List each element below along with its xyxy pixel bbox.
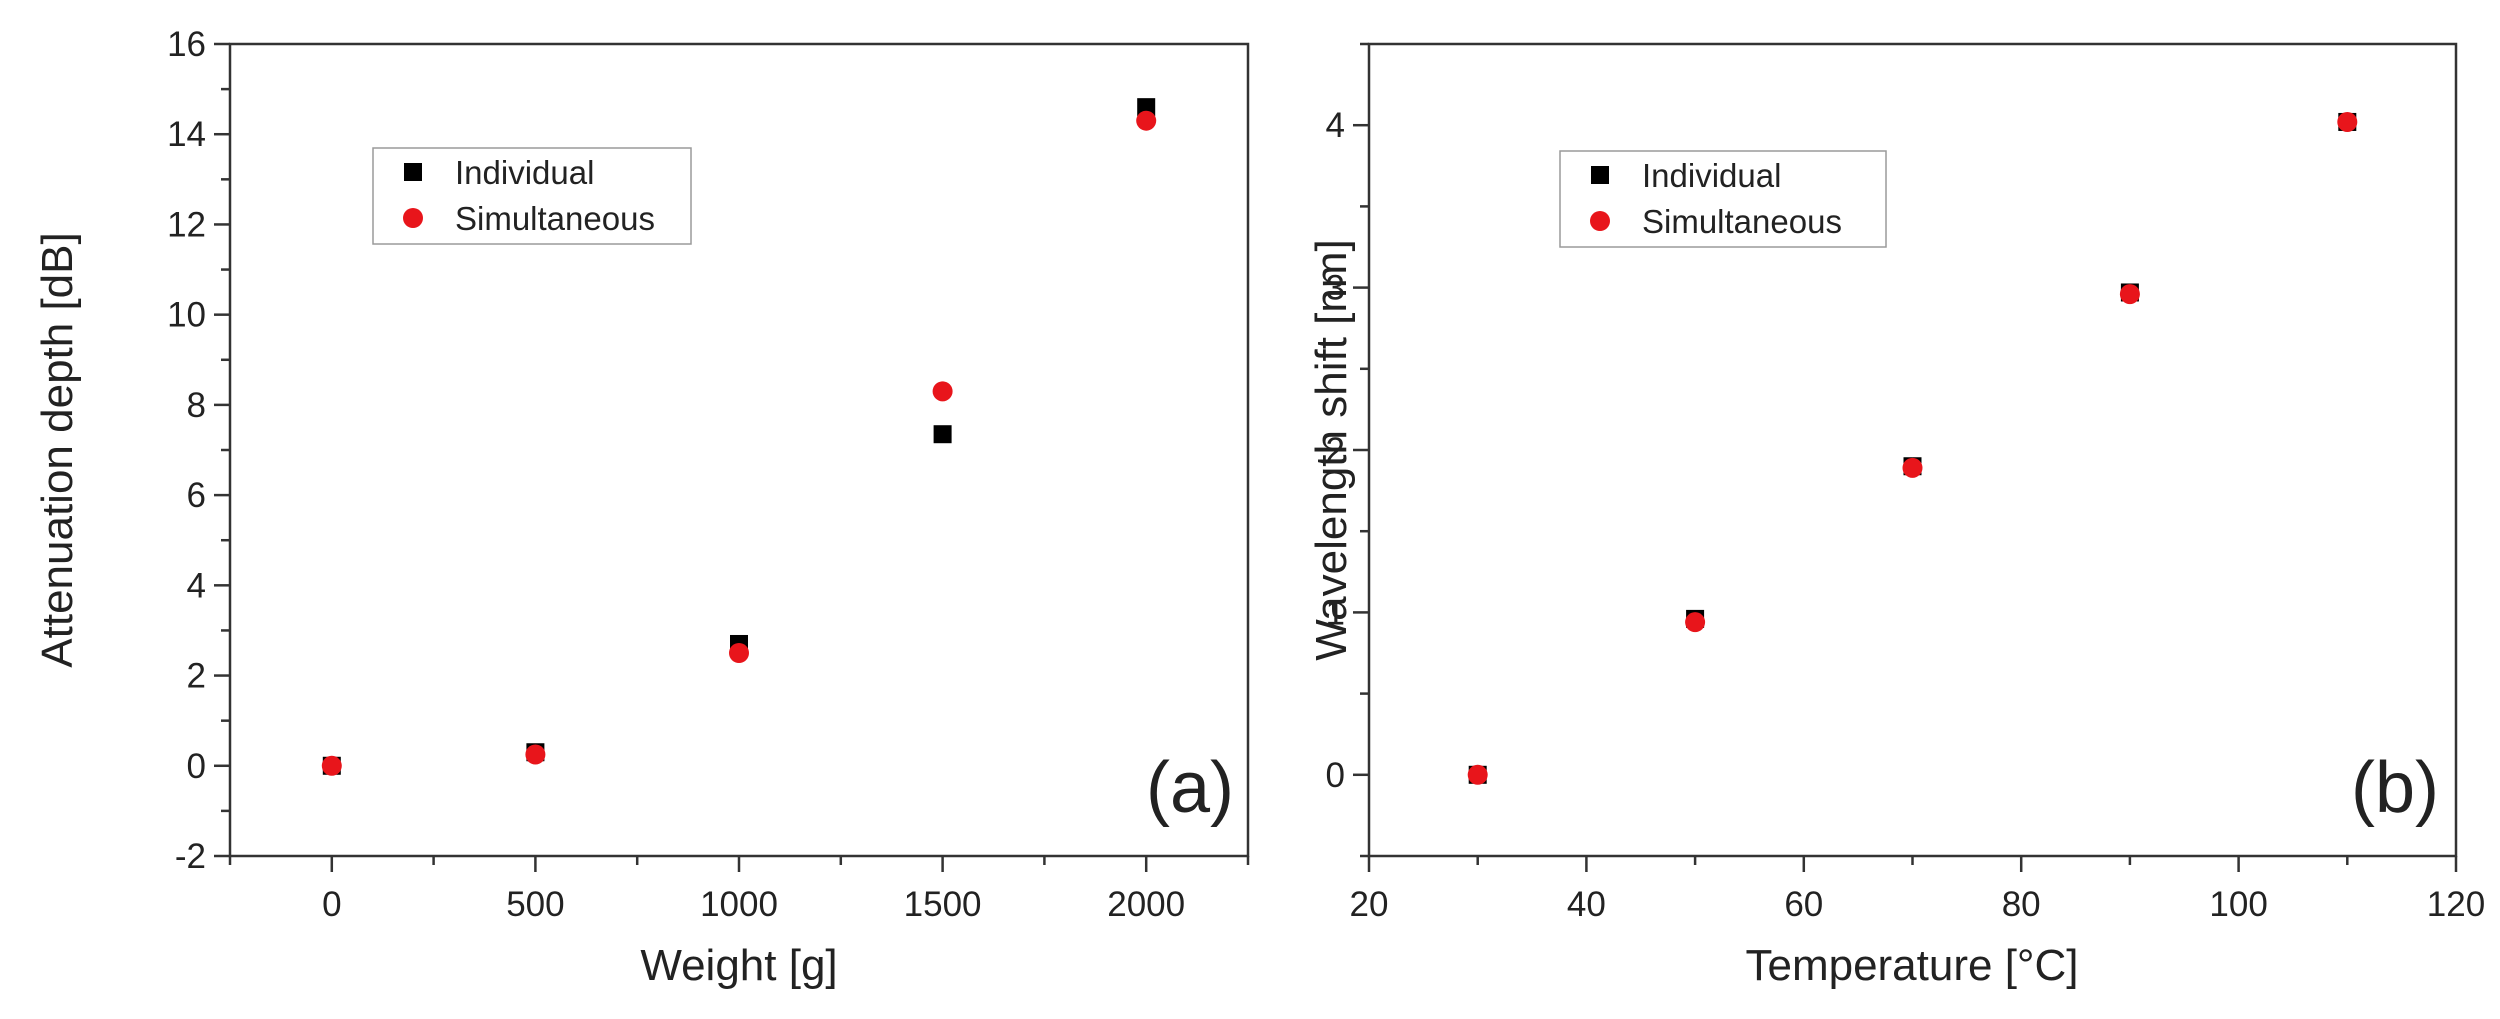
x-tick-label: 500 [506,885,564,924]
x-tick-label: 100 [2209,885,2267,924]
data-point-circle [932,381,953,402]
data-point-circle [2119,284,2140,305]
panel-label: (b) [2351,748,2439,828]
plot-frame [1367,42,2458,858]
legend-marker-square [1591,166,1609,184]
legend-label: Simultaneous [1642,203,1842,240]
data-point-square [1137,98,1156,117]
legend-marker-square [404,163,422,181]
y-axis-title: Attenuation depth [dB] [33,232,82,667]
panel-label: (a) [1146,748,1234,828]
x-axis-title: Temperature [°C] [1745,941,2078,990]
y-tick-label: 16 [167,25,206,64]
y-tick-label: 14 [167,115,206,154]
data-point-circle [1902,457,1923,478]
data-point-circle [1467,764,1488,785]
y-tick-label: 0 [1326,756,1345,795]
x-tick-label: 1000 [700,885,778,924]
legend-marker-circle [403,208,423,228]
legend-frame [372,147,692,245]
x-tick-label: 20 [1350,885,1389,924]
y-tick-label: 4 [1326,106,1345,145]
data-point-circle [1136,110,1157,131]
y-tick-label: 2 [1326,431,1345,470]
legend-label: Simultaneous [455,200,655,237]
y-tick-label: 12 [167,205,206,244]
x-tick-label: 2000 [1107,885,1185,924]
y-tick-label: 4 [187,566,206,605]
legend: Individual Simultaneous [1559,150,1887,248]
data-point-circle [729,643,749,663]
x-tick-label: 40 [1567,885,1606,924]
y-tick-label: 0 [187,747,206,786]
legend-frame [1559,150,1887,248]
data-point-circle [2337,111,2358,132]
x-tick-label: 120 [2427,885,2485,924]
x-tick-label: 80 [2002,885,2041,924]
y-tick-label: -2 [175,837,206,876]
x-axis-title: Weight [g] [640,941,837,990]
x-tick-label: 0 [322,885,341,924]
x-tick-label: 1500 [904,885,982,924]
legend-label: Individual [1642,157,1781,194]
y-tick-label: 3 [1326,269,1345,308]
y-tick-label: 1 [1326,593,1345,632]
x-tick-label: 60 [1784,885,1823,924]
legend-label: Individual [455,154,594,191]
data-point-circle [1685,612,1706,633]
legend-marker-circle [1590,211,1610,231]
chart-panel-a: 0 500 1000 1500 2000 -2 0 2 4 6 8 10 12 14 16 Weight [g… [33,25,1250,990]
y-axis-title: Wavelength shift [nm] [1307,239,1356,660]
data-point-square [933,425,952,444]
data-point-circle [321,755,342,776]
y-tick-label: 6 [187,476,206,515]
y-tick-label: 2 [187,657,206,696]
legend: Individual Simultaneous [372,147,692,245]
series-simultaneous [1467,111,2358,785]
series-simultaneous [321,110,1157,776]
chart-panel-b: 20 40 60 80 100 120 0 1 2 3 4 Temperature [°C] Wavel… [1307,42,2485,990]
data-point-circle [525,744,546,765]
y-tick-label: 10 [167,296,206,335]
y-tick-label: 8 [187,386,206,425]
